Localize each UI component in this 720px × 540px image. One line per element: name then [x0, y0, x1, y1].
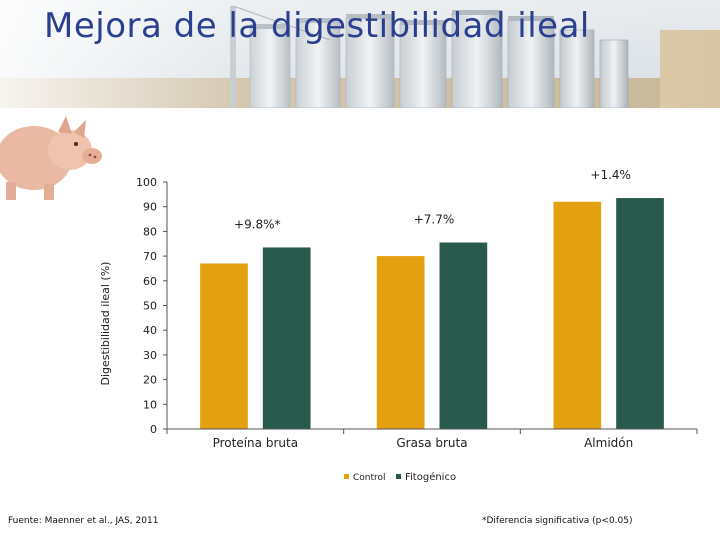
bar-fitogenico	[439, 242, 488, 429]
y-axis-label: Digestibilidad ileal (%)	[99, 262, 112, 386]
x-category-label: Grasa bruta	[396, 436, 467, 450]
significance-annotation: +1.4%	[590, 168, 631, 182]
annotations: +9.8%* +7.7% +1.4%	[234, 168, 631, 231]
source-citation: Fuente: Maenner et al., JAS, 2011	[8, 516, 159, 526]
y-tick-label: 60	[143, 275, 157, 288]
y-tick-label: 70	[143, 250, 157, 263]
bar-control	[200, 263, 248, 429]
y-tick-label: 0	[150, 423, 157, 436]
bar-fitogenico	[262, 247, 311, 429]
bar-control	[376, 256, 425, 429]
y-tick-label: 30	[143, 349, 157, 362]
x-category-label: Almidón	[584, 436, 633, 450]
y-tick-label: 20	[143, 374, 157, 387]
legend: Control Fitogénico	[344, 471, 456, 483]
x-category-label: Proteína bruta	[213, 436, 298, 450]
legend-swatch	[344, 474, 349, 479]
significance-annotation: +7.7%	[414, 213, 455, 227]
y-tick-label: 90	[143, 201, 157, 214]
y-tick-label: 40	[143, 324, 157, 337]
y-tick-label: 10	[143, 398, 157, 411]
y-tick-label: 100	[136, 176, 157, 189]
bars	[200, 198, 664, 429]
silo-banner-image	[0, 0, 720, 108]
x-axis: Proteína bruta Grasa bruta Almidón	[166, 428, 698, 450]
legend-label: Fitogénico	[405, 471, 456, 483]
significance-footnote: *Diferencia significativa (p<0.05)	[482, 516, 633, 526]
y-tick-label: 50	[143, 300, 157, 313]
bar-fitogenico	[616, 198, 664, 429]
legend-swatch	[396, 474, 401, 479]
pig-image	[0, 116, 102, 200]
bar-control	[553, 201, 602, 429]
legend-label: Control	[353, 473, 386, 483]
y-axis: 0 10 20 30 40 50 60 70 80 90 100 Digestibilidad ile…	[99, 176, 168, 436]
y-tick-label: 80	[143, 225, 157, 238]
page-title: Mejora de la digestibilidad ileal	[44, 6, 590, 46]
significance-annotation: +9.8%*	[234, 217, 281, 231]
